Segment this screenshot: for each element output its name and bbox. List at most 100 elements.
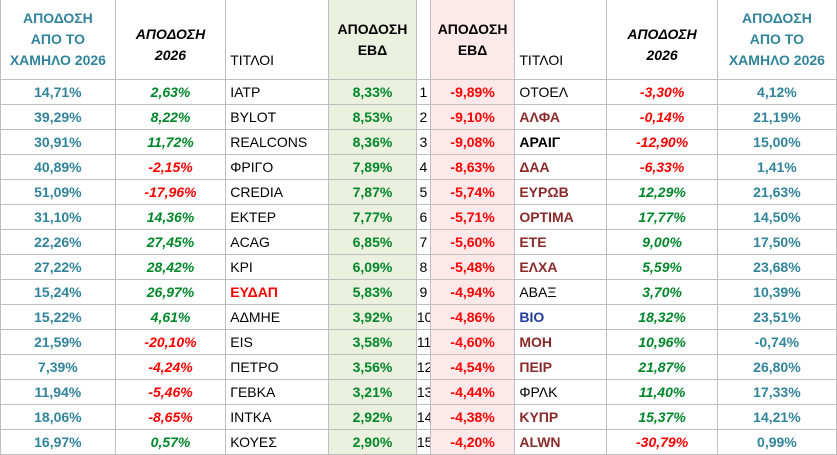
week-loss-cell: -4,44% <box>429 379 516 405</box>
gainer-ticker-cell: ΕΥΔΑΠ <box>225 279 330 305</box>
week-gain-cell: 8,53% <box>328 104 417 130</box>
gainer-ticker-cell: ΓΕΒΚΑ <box>225 379 330 405</box>
week-loss-cell: -4,38% <box>429 404 516 430</box>
loser-ticker-cell: ΠΕΙΡ <box>514 354 608 380</box>
header-line: ΧΑΜΗΛΟ 2026 <box>9 52 106 68</box>
ytd-left-cell: -4,24% <box>114 354 227 380</box>
from-low-right-cell: 15,00% <box>716 129 837 155</box>
loser-ticker-cell: ALWN <box>514 429 608 455</box>
table-row: 15,24% 26,97% ΕΥΔΑΠ 5,83% 9 -4,94% ΑΒΑΞ 3,70% 10… <box>0 279 837 305</box>
table-row: 15,22%4,61%ΑΔΜΗΕ3,92%10-4,86%ΒΙΟ18,32%23… <box>0 304 837 330</box>
week-gain-cell: 3,92% <box>328 304 417 330</box>
gainer-ticker-cell: ΙΝΤΚΑ <box>225 404 330 430</box>
week-loss-cell: -4,54% <box>429 354 516 380</box>
table-row: 11,94%-5,46%ΓΕΒΚΑ3,21%13-4,44%ΦΡΛΚ11,40%… <box>0 379 837 405</box>
header-right-titles: ΤΙΤΛΟΙ <box>514 0 608 80</box>
loser-ticker-cell: ΕΤΕ <box>514 229 608 255</box>
gainer-ticker-cell: ΙΑΤΡ <box>225 79 330 105</box>
header-right-from-low: ΑΠΟΔΟΣΗ ΑΠΟ ΤΟ ΧΑΜΗΛΟ 2026 <box>716 0 837 80</box>
ytd-right-cell: 18,32% <box>606 304 718 330</box>
loser-ticker-cell: ΦΡΛΚ <box>514 379 608 405</box>
ytd-left-cell: -8,65% <box>114 404 227 430</box>
loser-ticker-cell: ΜΟΗ <box>514 329 608 355</box>
ytd-right-cell: 17,77% <box>606 204 718 230</box>
from-low-left-cell: 11,94% <box>0 379 116 405</box>
from-low-right-cell: 26,80% <box>716 354 837 380</box>
gainer-ticker-cell: EIS <box>225 329 330 355</box>
gainer-ticker-cell: ΠΕΤΡΟ <box>225 354 330 380</box>
header-line: ΑΠΟ ΤΟ <box>749 31 804 47</box>
week-gain-cell: 7,77% <box>328 204 417 230</box>
table-row: 14,71% 2,63% ΙΑΤΡ 8,33% 1 -9,89% ΟΤΟΕΛ -3,30% 4,… <box>0 79 837 105</box>
from-low-right-cell: 23,51% <box>716 304 837 330</box>
header-line: ΧΑΜΗΛΟ 2026 <box>728 52 825 68</box>
week-gain-cell: 8,36% <box>328 129 417 155</box>
ytd-right-cell: 10,96% <box>606 329 718 355</box>
from-low-left-cell: 15,22% <box>0 304 116 330</box>
ytd-right-cell: 5,59% <box>606 254 718 280</box>
table-row: 40,89% -2,15% ΦΡΙΓΟ 7,89% 4 -8,63% ΔΑΑ -6,33% 1,… <box>0 154 837 180</box>
from-low-left-cell: 14,71% <box>0 79 116 105</box>
rank-cell: 10 <box>415 304 431 330</box>
week-gain-cell: 6,85% <box>328 229 417 255</box>
ytd-right-cell: -0,14% <box>606 104 718 130</box>
from-low-right-cell: 23,68% <box>716 254 837 280</box>
ytd-left-cell: -2,15% <box>114 154 227 180</box>
loser-ticker-cell: ΑΛΦΑ <box>514 104 608 130</box>
ytd-left-cell: 2,63% <box>114 79 227 105</box>
ytd-left-cell: 0,57% <box>114 429 227 455</box>
table-row: 31,10% 14,36% ΕΚΤΕΡ 7,77% 6 -5,71% ΟΡΤΙΜΑ 17,77… <box>0 204 837 230</box>
from-low-left-cell: 21,59% <box>0 329 116 355</box>
week-gain-cell: 7,89% <box>328 154 417 180</box>
ytd-right-cell: 11,40% <box>606 379 718 405</box>
ytd-left-cell: 11,72% <box>114 129 227 155</box>
rank-cell: 3 <box>415 129 431 155</box>
gainer-ticker-cell: ΦΡΙΓΟ <box>225 154 330 180</box>
header-line: 2026 <box>646 46 678 63</box>
header-right-ytd: ΑΠΟΔΟΣΗ 2026 <box>606 0 718 80</box>
from-low-right-cell: 17,50% <box>716 229 837 255</box>
week-loss-cell: -5,48% <box>429 254 516 280</box>
header-right-week: ΑΠΟΔΟΣΗ ΕΒΔ <box>429 0 516 80</box>
rank-cell: 11 <box>415 329 431 355</box>
week-loss-cell: -4,60% <box>429 329 516 355</box>
from-low-right-cell: 14,21% <box>716 404 837 430</box>
loser-ticker-cell: ΑΒΑΞ <box>514 279 608 305</box>
from-low-left-cell: 18,06% <box>0 404 116 430</box>
week-gain-cell: 3,58% <box>328 329 417 355</box>
gainer-ticker-cell: ΕΚΤΕΡ <box>225 204 330 230</box>
week-loss-cell: -5,71% <box>429 204 516 230</box>
gainer-ticker-cell: BYLOT <box>225 104 330 130</box>
week-gain-cell: 3,56% <box>328 354 417 380</box>
rank-cell: 5 <box>415 179 431 205</box>
header-line: ΑΠΟΔΟΣΗ <box>741 10 812 26</box>
from-low-left-cell: 15,24% <box>0 279 116 305</box>
from-low-left-cell: 27,22% <box>0 254 116 280</box>
week-loss-cell: -8,63% <box>429 154 516 180</box>
table-row: 7,39%-4,24%ΠΕΤΡΟ3,56%12-4,54%ΠΕΙΡ21,87%2… <box>0 354 837 380</box>
rank-cell: 15 <box>415 429 431 455</box>
ytd-left-cell: 4,61% <box>114 304 227 330</box>
week-loss-cell: -9,08% <box>429 129 516 155</box>
from-low-right-cell: 4,12% <box>716 79 837 105</box>
from-low-right-cell: -0,74% <box>716 329 837 355</box>
from-low-left-cell: 39,29% <box>0 104 116 130</box>
loser-ticker-cell: ΟΤΟΕΛ <box>514 79 608 105</box>
header-left-ytd: ΑΠΟΔΟΣΗ 2026 <box>114 0 227 80</box>
gainer-ticker-cell: REALCONS <box>225 129 330 155</box>
from-low-right-cell: 10,39% <box>716 279 837 305</box>
ytd-right-cell: -6,33% <box>606 154 718 180</box>
rank-cell: 7 <box>415 229 431 255</box>
header-row: ΑΠΟΔΟΣΗ ΑΠΟ ΤΟ ΧΑΜΗΛΟ 2026 ΑΠΟΔΟΣΗ 2026 … <box>0 0 837 80</box>
week-gain-cell: 3,21% <box>328 379 417 405</box>
from-low-left-cell: 30,91% <box>0 129 116 155</box>
ytd-left-cell: -20,10% <box>114 329 227 355</box>
week-loss-cell: -4,94% <box>429 279 516 305</box>
loser-ticker-cell: ΕΥΡΩΒ <box>514 179 608 205</box>
gainer-ticker-cell: ΚΡΙ <box>225 254 330 280</box>
loser-ticker-cell: ΒΙΟ <box>514 304 608 330</box>
from-low-left-cell: 31,10% <box>0 204 116 230</box>
header-line: ΕΒΔ <box>457 41 488 58</box>
